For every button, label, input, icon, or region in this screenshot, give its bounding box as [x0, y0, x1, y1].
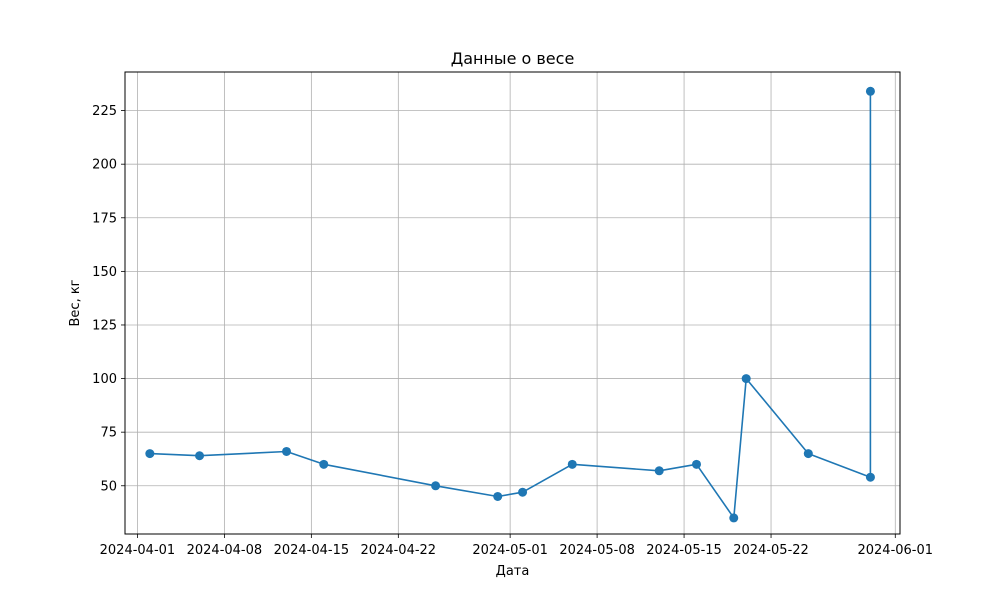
y-tick-label: 150 — [92, 265, 117, 280]
data-point — [741, 374, 751, 384]
plot-frame — [124, 71, 901, 535]
y-axis-label: Вес, кг — [68, 279, 83, 326]
y-axis-ticks: 50 75 100 125 150 175 200 225 — [92, 104, 125, 494]
y-tick-label: 100 — [92, 372, 117, 387]
x-tick-label: 2024-04-01 — [100, 543, 176, 558]
data-point — [195, 451, 205, 461]
y-tick-label: 175 — [92, 211, 117, 226]
data-point — [729, 513, 739, 523]
x-tick-label: 2024-06-01 — [857, 543, 933, 558]
data-point — [865, 472, 875, 482]
y-tick-label: 125 — [92, 318, 117, 333]
x-tick-label: 2024-05-22 — [733, 543, 809, 558]
grid-lines — [125, 72, 900, 534]
data-point — [803, 449, 813, 459]
y-tick-label: 75 — [100, 426, 117, 441]
y-tick-label: 225 — [92, 104, 117, 119]
data-point — [865, 86, 875, 96]
chart-title: Данные о весе — [451, 49, 575, 68]
data-point — [493, 491, 503, 501]
x-tick-label: 2024-04-15 — [274, 543, 350, 558]
x-tick-label: 2024-04-22 — [361, 543, 437, 558]
data-point — [567, 459, 577, 469]
x-tick-label: 2024-05-01 — [472, 543, 548, 558]
x-tick-label: 2024-05-15 — [646, 543, 722, 558]
data-point — [431, 481, 441, 491]
data-point — [282, 446, 292, 456]
x-axis-ticks: 2024-04-01 2024-04-08 2024-04-15 2024-04-22… — [100, 534, 933, 558]
data-point — [518, 487, 528, 497]
series-layer — [145, 86, 875, 523]
x-tick-label: 2024-05-08 — [559, 543, 635, 558]
y-tick-label: 200 — [92, 158, 117, 173]
x-axis-label: Дата — [496, 564, 530, 579]
data-point — [319, 459, 329, 469]
data-point — [654, 466, 664, 476]
data-point — [691, 459, 701, 469]
y-tick-label: 50 — [100, 479, 117, 494]
x-tick-label: 2024-04-08 — [187, 543, 263, 558]
data-point — [145, 449, 155, 459]
